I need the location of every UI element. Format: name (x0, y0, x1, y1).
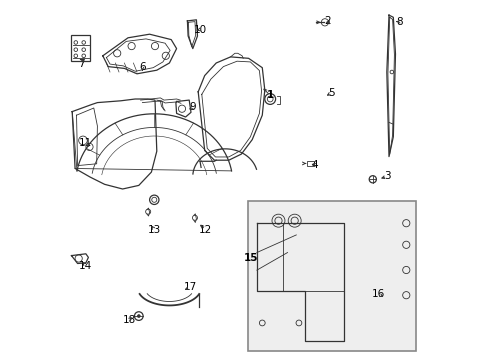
Text: 4: 4 (312, 160, 318, 170)
Text: 9: 9 (190, 102, 196, 112)
Text: 17: 17 (184, 282, 197, 292)
Text: 1: 1 (267, 90, 274, 100)
Circle shape (137, 315, 140, 318)
Text: 8: 8 (396, 17, 403, 27)
Text: 7: 7 (78, 59, 84, 69)
Text: 6: 6 (139, 62, 146, 72)
Bar (72, 35, 90, 61)
Bar (248, 201, 416, 351)
Bar (307, 161, 314, 166)
Text: 13: 13 (147, 225, 161, 235)
Text: 18: 18 (122, 315, 136, 325)
Text: 2: 2 (324, 16, 331, 26)
Text: 10: 10 (194, 24, 207, 35)
Text: 14: 14 (79, 261, 93, 271)
Text: 11: 11 (79, 138, 93, 148)
Text: 12: 12 (199, 225, 212, 235)
Text: 15: 15 (244, 253, 259, 264)
Text: 5: 5 (328, 88, 335, 98)
Text: 16: 16 (372, 289, 386, 300)
Text: 3: 3 (384, 171, 391, 181)
